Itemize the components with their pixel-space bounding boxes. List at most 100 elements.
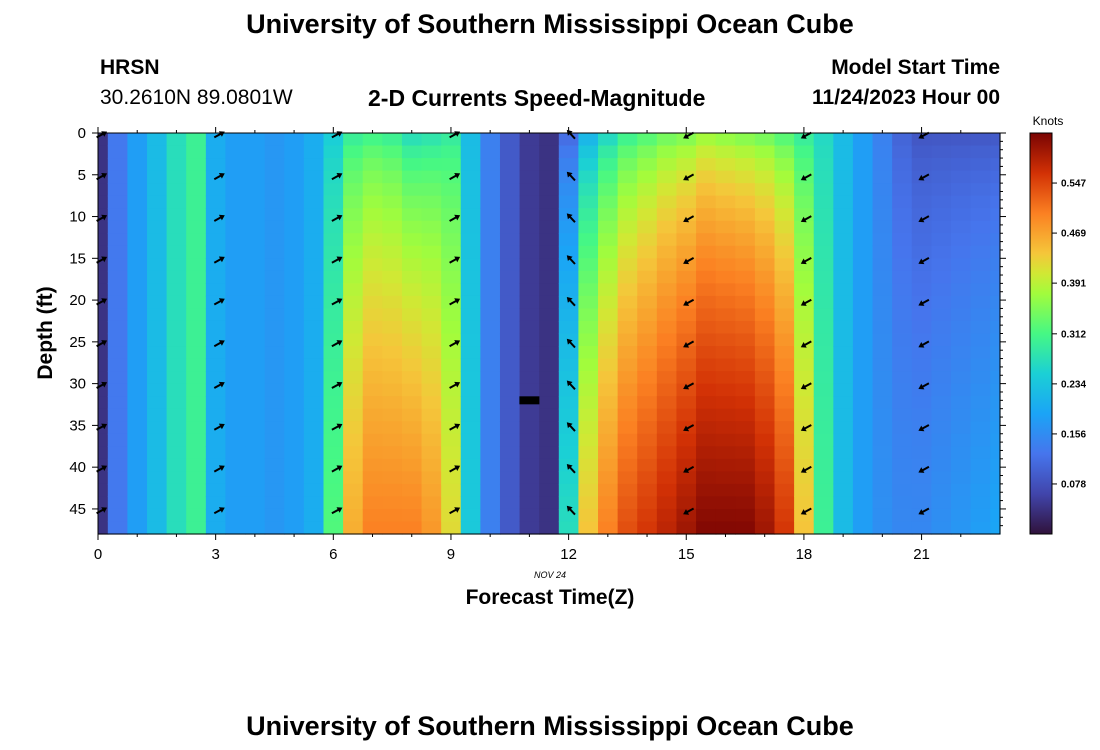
heatmap-cell — [931, 446, 952, 460]
heatmap-cell — [715, 408, 736, 422]
heatmap-cell — [970, 145, 991, 159]
current-arrow — [800, 424, 812, 432]
heatmap-cell — [754, 433, 776, 447]
heatmap-cell — [696, 258, 717, 272]
heatmap-cell — [656, 170, 678, 184]
heatmap-cell — [892, 195, 913, 209]
heatmap-cell — [833, 508, 854, 523]
heatmap-cell — [480, 408, 501, 422]
heatmap-cell — [421, 346, 442, 360]
heatmap-cell — [147, 308, 168, 322]
heatmap-cell — [499, 295, 521, 310]
heatmap-cell — [284, 270, 305, 284]
heatmap-cell — [98, 383, 109, 397]
heatmap-cell — [107, 358, 129, 372]
heatmap-cell — [990, 170, 1001, 184]
heatmap-cell — [323, 396, 344, 410]
heatmap-cell — [715, 333, 736, 347]
heatmap-cell — [98, 433, 109, 447]
heatmap-cell — [735, 371, 756, 385]
heatmap-cell — [558, 133, 580, 147]
heatmap-cell — [519, 508, 540, 523]
y-tick-label: 25 — [69, 334, 86, 351]
heatmap-cell — [382, 383, 403, 397]
heatmap-cell — [107, 195, 129, 209]
heatmap-cell — [245, 346, 266, 360]
heatmap-cell — [558, 258, 580, 272]
heatmap-cell — [205, 258, 227, 272]
heatmap-cell — [421, 220, 442, 234]
colorbar — [1029, 132, 1053, 535]
heatmap-cell — [284, 233, 305, 247]
heatmap-cell — [794, 371, 815, 385]
heatmap-cell — [205, 483, 227, 498]
heatmap-cell — [696, 133, 717, 147]
heatmap-cell — [578, 145, 599, 159]
heatmap-cell — [107, 333, 129, 347]
heatmap-cell — [480, 346, 501, 360]
heatmap-cell — [98, 283, 109, 297]
heatmap-cell — [970, 233, 991, 247]
heatmap-cell — [637, 133, 658, 147]
heatmap-cell — [343, 283, 364, 297]
heatmap-cell — [480, 208, 501, 222]
heatmap-cell — [343, 458, 364, 472]
heatmap-cell — [931, 283, 952, 297]
heatmap-cell — [754, 458, 776, 472]
heatmap-cell — [617, 496, 638, 510]
heatmap-cell — [323, 383, 344, 397]
heatmap-cell — [676, 346, 697, 360]
heatmap-cell — [911, 521, 932, 535]
heatmap-cell — [460, 333, 481, 347]
heatmap-cell — [774, 183, 795, 197]
heatmap-cell — [107, 295, 129, 310]
heatmap-cell — [303, 396, 325, 410]
heatmap-cell — [480, 421, 501, 435]
heatmap-cell — [970, 396, 991, 410]
heatmap-cell — [676, 183, 697, 197]
heatmap-cell — [617, 371, 638, 385]
heatmap-cell — [715, 383, 736, 397]
heatmap-cell — [441, 270, 462, 284]
heatmap-cell — [578, 346, 599, 360]
heatmap-cell — [578, 458, 599, 472]
current-arrow — [331, 298, 343, 306]
heatmap-cell — [460, 208, 481, 222]
heatmap-cell — [735, 358, 756, 372]
heatmap-cell — [303, 233, 325, 247]
heatmap-cell — [362, 496, 383, 510]
heatmap-cell — [205, 408, 227, 422]
heatmap-cell — [598, 383, 619, 397]
heatmap-cell — [98, 446, 109, 460]
heatmap-cell — [284, 145, 305, 159]
heatmap-cell — [303, 458, 325, 472]
heatmap-cell — [970, 508, 991, 523]
heatmap-cell — [107, 483, 129, 498]
heatmap-cell — [343, 383, 364, 397]
heatmap-cell — [617, 295, 638, 310]
heatmap-cell — [362, 458, 383, 472]
heatmap-cell — [833, 133, 854, 147]
heatmap-cell — [539, 446, 560, 460]
heatmap-cell — [98, 371, 109, 385]
heatmap-cell — [931, 208, 952, 222]
heatmap-cell — [970, 421, 991, 435]
heatmap-cell — [578, 358, 599, 372]
heatmap-cell — [98, 421, 109, 435]
heatmap-cell — [539, 408, 560, 422]
heatmap-cell — [696, 358, 717, 372]
heatmap-cell — [519, 471, 540, 485]
heatmap-cell — [127, 396, 148, 410]
heatmap-cell — [872, 458, 893, 472]
heatmap-cell — [539, 183, 560, 197]
heatmap-cell — [911, 383, 932, 397]
heatmap-cell — [362, 145, 383, 159]
current-arrow — [800, 215, 812, 223]
heatmap-cell — [931, 358, 952, 372]
heatmap-cell — [950, 383, 972, 397]
heatmap-cell — [284, 320, 305, 335]
heatmap-cell — [401, 295, 423, 310]
heatmap-cell — [558, 396, 580, 410]
heatmap-cell — [637, 346, 658, 360]
heatmap-cell — [696, 195, 717, 209]
